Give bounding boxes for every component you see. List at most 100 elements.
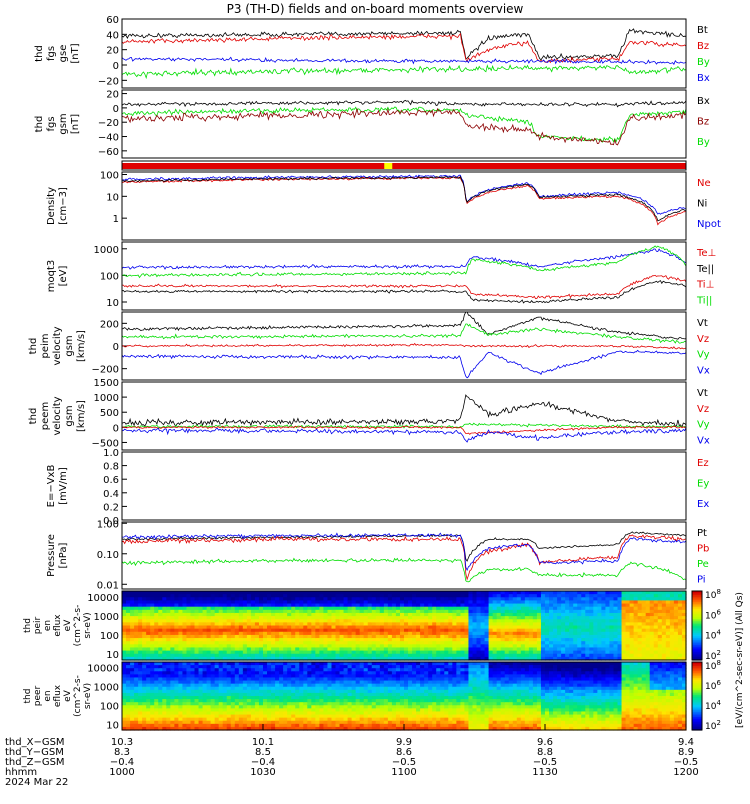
pressure-ytick-label: 1.00	[97, 519, 119, 530]
fgs_gsm-ytick-label: −40	[98, 133, 119, 144]
teperp-line	[122, 275, 686, 298]
density-ytick-label: 10	[106, 192, 119, 203]
density-ytick-label: 100	[100, 170, 119, 181]
peim_velocity-legend-3: Vx	[697, 365, 710, 376]
density-legend-0: Ne	[697, 178, 711, 189]
efield-legend-1: Ey	[697, 479, 709, 490]
tepar-line	[122, 281, 686, 303]
tpar-line	[122, 249, 686, 269]
peim_velocity-ytick-label: 200	[100, 319, 119, 330]
peem_velocity-ytick-label: 1500	[94, 378, 119, 389]
peer_spec-ylabel: thd	[23, 689, 33, 704]
peem_velocity-ylabel: thd	[28, 408, 39, 425]
peim_velocity-ytick-label: 0	[113, 342, 119, 353]
peem-vt-line	[122, 395, 686, 427]
temperature-ytick-label: 1000	[94, 245, 119, 256]
fgs_gse-ylabel: [nT]	[70, 43, 81, 63]
efield-ytick-label: 0.8	[103, 462, 119, 473]
fgs_gsm-legend-0: Bx	[697, 96, 710, 107]
pressure-ytick-label: 0.10	[97, 550, 119, 561]
bt-line	[122, 29, 686, 60]
peer_spec-ylabel: (cm^2-s-	[73, 675, 83, 717]
fgs_gsm-ylabel: [nT]	[70, 114, 81, 134]
vz-line	[122, 344, 686, 349]
tipar-line	[122, 246, 686, 278]
peem_velocity-legend-3: Vx	[697, 435, 710, 446]
temperature-legend-2: Ti⊥	[696, 280, 714, 291]
fgs_gse-ytick-label: 60	[106, 15, 119, 26]
efield-ylabel: [mV/m]	[58, 467, 69, 505]
pressure-legend-0: Pt	[697, 528, 707, 539]
mode-bar-fast	[122, 163, 686, 169]
peim_velocity-ylabel: gsm	[64, 335, 75, 356]
fgs_gse-ytick-label: 40	[106, 30, 119, 41]
fgs_gse-ylabel: thd	[34, 45, 45, 62]
fgs_gse-ytick-label: 20	[106, 46, 119, 57]
peer_spec-ylabel: eV	[63, 689, 73, 702]
gsm-by-line	[122, 107, 686, 142]
pressure-legend-2: Pe	[697, 559, 709, 570]
peir_spec-ytick-label: 100	[100, 631, 119, 642]
peir_spec-ytick-label: 1000	[94, 612, 119, 623]
pressure-legend-3: Pi	[697, 575, 706, 586]
peem_velocity-ylabel: velocity	[52, 396, 63, 435]
fgs_gse-legend-0: Bt	[697, 25, 708, 36]
peim_velocity-ylabel: velocity	[52, 326, 63, 365]
fgs_gsm-ylabel: fgs	[46, 116, 57, 131]
peer_spec-ylabel: en	[43, 690, 53, 701]
bz-line	[122, 34, 686, 63]
peir_spec-ylabel: sr-eV)	[83, 612, 93, 638]
efield-ytick-label: 0.2	[103, 502, 119, 513]
peim_velocity-legend-2: Vy	[697, 350, 710, 361]
temperature-legend-0: Te⊥	[696, 248, 716, 259]
peem_velocity-legend-1: Vz	[697, 404, 709, 415]
peir_spec-ytick-label: 10	[106, 650, 119, 661]
peir_spec-ylabel: eflux	[53, 614, 63, 637]
temperature-ylabel: [eV]	[58, 266, 69, 287]
density-ytick-label: 1	[113, 214, 119, 225]
efield-ytick-label: 0.4	[103, 489, 119, 500]
peim_velocity-ylabel: peim	[40, 333, 51, 358]
fgs_gsm-ytick-label: −60	[98, 147, 119, 158]
vx-line	[122, 350, 686, 378]
ni-line	[122, 177, 686, 221]
fgs_gsm-ytick-label: 0	[113, 104, 119, 115]
peer_spec-ylabel: eflux	[53, 684, 63, 707]
fgs_gse-legend-1: Bz	[697, 41, 709, 52]
by-line	[122, 65, 686, 78]
peim_velocity-ylabel: thd	[28, 338, 39, 355]
peim_velocity-legend-0: Vt	[697, 318, 708, 329]
ne-line	[122, 177, 686, 225]
density-legend-1: Ni	[697, 199, 707, 210]
temperature-legend-1: Te||	[696, 264, 714, 275]
fgs_gsm-legend-2: By	[697, 137, 710, 148]
temperature-ytick-label: 100	[100, 271, 119, 282]
efield-legend-0: Ez	[697, 458, 709, 469]
peir_spec-ylabel: (cm^2-s-	[73, 605, 83, 647]
peem_velocity-ytick-label: 0	[113, 423, 119, 434]
peer_spec-ytick-label: 10000	[87, 664, 119, 675]
fgs_gsm-ylabel: thd	[34, 116, 45, 133]
gsm-bz-line	[122, 109, 686, 145]
pressure-ylabel: [nPa]	[58, 542, 69, 568]
fgs_gse-ylabel: fgs	[46, 46, 57, 61]
chart-title: P3 (TH-D) fields and on-board moments ov…	[227, 2, 524, 16]
peem_velocity-ylabel: peem	[40, 402, 51, 430]
density-ylabel: [cm−3]	[58, 187, 69, 225]
peer_spec-ytick-label: 10	[106, 720, 119, 731]
fgs_gsm-ylabel: gsm	[58, 113, 69, 134]
fgs_gse-ylabel: gse	[58, 45, 69, 63]
efield-legend-2: Ex	[697, 499, 709, 510]
temperature-ytick-label: 10	[106, 298, 119, 309]
efield-ytick-label: 0.6	[103, 475, 119, 486]
peem_velocity-ylabel: gsm	[64, 405, 75, 426]
fgs_gse-ytick-label: −20	[98, 76, 119, 87]
peim_velocity-ylabel: [km/s]	[76, 330, 87, 362]
peir_spec-ylabel: peir	[33, 616, 43, 634]
gsm-bx-line	[122, 100, 686, 106]
fgs_gsm-ytick-label: −20	[98, 118, 119, 129]
peir_spec-ylabel: eV	[63, 619, 73, 632]
fgs_gse-legend-3: Bx	[697, 73, 710, 84]
